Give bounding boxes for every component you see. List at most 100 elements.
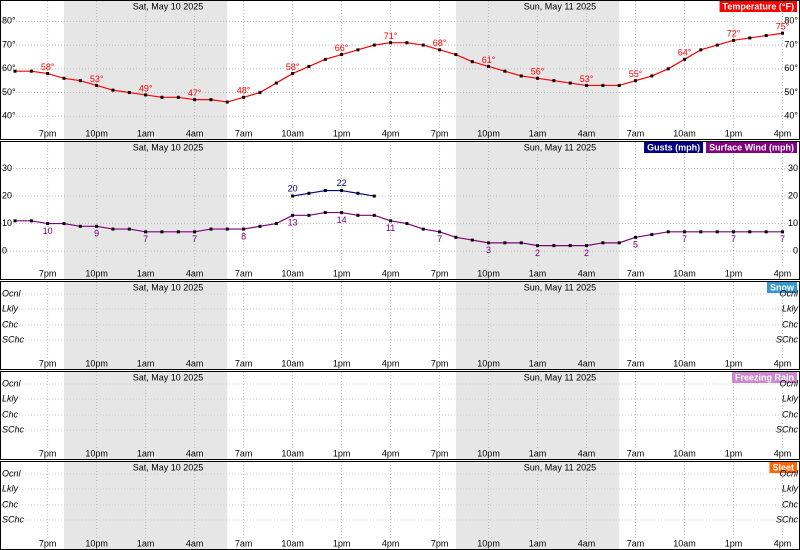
level-label: Lkly <box>782 483 799 493</box>
value-label: 66° <box>335 43 349 53</box>
legend-label: Snow <box>770 282 795 292</box>
data-point <box>487 64 491 68</box>
legend-item: Gusts (mph) <box>644 142 704 153</box>
data-point <box>470 238 474 242</box>
night-shade <box>455 282 620 369</box>
data-point <box>764 34 768 38</box>
level-label: Ocnl <box>2 378 22 388</box>
value-label: 72° <box>727 29 741 39</box>
data-point <box>683 230 687 234</box>
x-tick-label: 1pm <box>333 128 351 138</box>
x-tick-label: 4pm <box>774 268 792 278</box>
x-tick-label: 10am <box>673 128 696 138</box>
value-label: 55° <box>629 69 643 79</box>
x-tick-label: 10am <box>281 538 304 548</box>
date-label: Sun, May 11 2025 <box>524 462 596 472</box>
value-label: 53° <box>580 74 594 84</box>
data-point <box>568 244 572 248</box>
date-label: Sat, May 10 2025 <box>133 1 204 11</box>
legend-item: Temperature (°F) <box>719 1 797 12</box>
data-point <box>225 227 229 231</box>
data-point <box>519 74 523 78</box>
data-point <box>323 57 327 61</box>
legend-box <box>719 1 797 12</box>
x-tick-label: 10pm <box>477 268 500 278</box>
x-tick-label: 7pm <box>39 448 57 458</box>
data-point <box>699 48 703 52</box>
legend-box <box>731 372 797 383</box>
value-label: 8 <box>241 231 246 241</box>
data-point <box>568 81 572 85</box>
date-label: Sun, May 11 2025 <box>524 1 596 11</box>
legend-item: Surface Wind (mph) <box>706 142 797 153</box>
x-tick-label: 4pm <box>774 128 792 138</box>
value-label: 53° <box>90 74 104 84</box>
y-tick-label: 40° <box>784 111 798 121</box>
x-tick-label: 10pm <box>477 538 500 548</box>
data-point <box>405 41 409 45</box>
x-tick-label: 4am <box>186 538 204 548</box>
data-point <box>13 69 17 73</box>
level-label: SChc <box>776 514 799 524</box>
data-point <box>95 83 99 87</box>
x-tick-label: 7pm <box>431 268 449 278</box>
x-tick-label: 4pm <box>774 358 792 368</box>
data-point <box>421 43 425 47</box>
data-point <box>372 194 376 198</box>
x-tick-label: 4am <box>186 268 204 278</box>
data-point <box>699 230 703 234</box>
x-tick-label: 7pm <box>431 128 449 138</box>
data-point <box>258 224 262 228</box>
level-label: Lkly <box>2 393 19 403</box>
x-tick-label: 10pm <box>85 538 108 548</box>
data-point <box>46 222 50 226</box>
level-label: Chc <box>782 499 799 509</box>
data-point <box>421 227 425 231</box>
night-shade <box>455 372 620 459</box>
data-point <box>470 60 474 64</box>
x-tick-label: 10pm <box>477 128 500 138</box>
data-point <box>242 95 246 99</box>
data-point <box>438 48 442 52</box>
x-tick-label: 7am <box>235 538 253 548</box>
value-label: 71° <box>384 31 398 41</box>
level-label: SChc <box>776 424 799 434</box>
night-shade <box>63 142 228 279</box>
data-point <box>291 194 295 198</box>
level-label: Chc <box>782 319 799 329</box>
x-tick-label: 1am <box>137 268 155 278</box>
x-tick-label: 7am <box>627 448 645 458</box>
level-label: Lkly <box>2 303 19 313</box>
y-tick-label: 50° <box>784 87 798 97</box>
value-label: 20 <box>288 183 298 193</box>
legend-label: Surface Wind (mph) <box>709 142 794 152</box>
data-point <box>634 79 638 83</box>
x-tick-label: 1pm <box>333 538 351 548</box>
data-point <box>503 69 507 73</box>
legend-box <box>769 462 797 473</box>
data-point <box>144 93 148 97</box>
data-point <box>193 230 197 234</box>
level-label: Ocnl <box>2 288 22 298</box>
x-tick-label: 7am <box>235 448 253 458</box>
x-tick-label: 1am <box>529 128 547 138</box>
data-point <box>225 100 229 104</box>
value-label: 56° <box>531 67 545 77</box>
x-tick-label: 10am <box>673 448 696 458</box>
data-point <box>340 189 344 193</box>
data-point <box>307 191 311 195</box>
x-tick-label: 7am <box>627 538 645 548</box>
data-point <box>356 213 360 217</box>
value-label: 11 <box>386 223 395 233</box>
x-tick-label: 4am <box>578 448 596 458</box>
x-tick-label: 10pm <box>477 358 500 368</box>
data-point <box>650 233 654 237</box>
date-label: Sat, May 10 2025 <box>133 142 204 152</box>
x-tick-label: 7pm <box>431 448 449 458</box>
data-point <box>732 38 736 42</box>
x-tick-label: 7am <box>235 128 253 138</box>
y-tick-label: 10 <box>788 218 798 228</box>
y-tick-label: 70° <box>784 39 798 49</box>
value-label: 61° <box>482 55 496 65</box>
legend-box <box>767 282 797 293</box>
